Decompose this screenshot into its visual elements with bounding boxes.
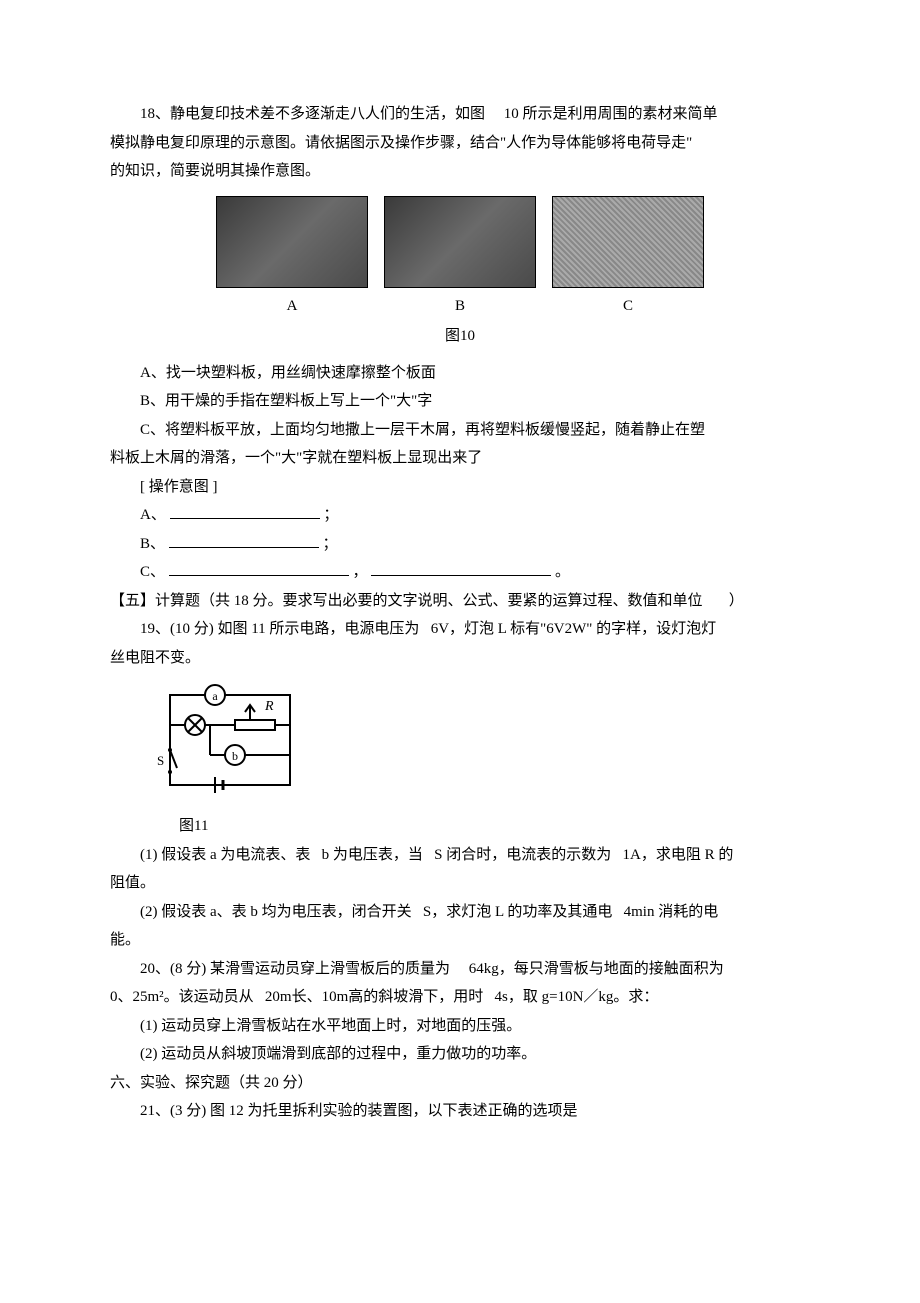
q18-image-c	[552, 196, 704, 288]
document-page: 18、静电复印技术差不多逐渐走八人们的生活，如图 10 所示是利用周围的素材来简…	[0, 0, 920, 1186]
q20-line2: 0、25m²。该运动员从 20m长、10m高的斜坡滑下，用时 4s，取 g=10…	[110, 983, 810, 1012]
q18-blank-b-line: B、 ；	[110, 530, 810, 559]
q19-sub2d: 能。	[110, 926, 810, 955]
q19-line2: 丝电阻不变。	[110, 644, 810, 673]
q18-line3: 的知识，简要说明其操作意图。	[110, 157, 810, 186]
svg-text:S: S	[157, 753, 164, 768]
section6-title: 六、实验、探究题（共 20 分）	[110, 1069, 810, 1098]
q19-line1a: 19、(10 分) 如图 11 所示电路，电源电压为	[140, 621, 419, 637]
q19-sub1d: 1A，求电阻 R 的	[623, 847, 734, 863]
q20-line2b: 20m长、10m高的斜坡滑下，用时	[265, 989, 483, 1005]
q18-blank-b	[169, 532, 319, 548]
q18-blank-c-label: C、	[140, 564, 165, 580]
q18-image-row: A B C	[110, 196, 810, 321]
q18-intro1: 18、静电复印技术差不多逐渐走八人们的生活，如图	[140, 106, 485, 122]
q20-line2a: 0、25m²。该运动员从	[110, 989, 254, 1005]
q18-blank-a-semi: ；	[323, 507, 338, 523]
q18-image-b-block: B	[384, 196, 536, 321]
q18-image-c-block: C	[552, 196, 704, 321]
q18-image-b-label: B	[455, 292, 465, 321]
q18-blank-b-semi: ；	[323, 536, 338, 552]
q18-blank-c2	[371, 560, 551, 576]
q18-step-a: A、找一块塑料板，用丝绸快速摩擦整个板面	[110, 359, 810, 388]
q18-blank-a	[170, 503, 320, 519]
q18-op-intent-title: [ 操作意图 ]	[110, 473, 810, 502]
q19-sub2a: (2) 假设表 a、表 b 均为电压表，闭合开关	[140, 904, 412, 920]
q18-image-c-label: C	[623, 292, 633, 321]
q19-sub1e: 阻值。	[110, 869, 810, 898]
q20-line1a: 20、(8 分) 某滑雪运动员穿上滑雪板后的质量为	[140, 961, 450, 977]
q18-step-c1: C、将塑料板平放，上面均匀地撒上一层干木屑，再将塑料板缓慢竖起，随着静止在塑	[110, 416, 810, 445]
q18-blank-c-line: C、 ， 。	[110, 558, 810, 587]
q19-sub1-line1: (1) 假设表 a 为电流表、表 b 为电压表，当 S 闭合时，电流表的示数为 …	[110, 841, 810, 870]
q19-sub2c: 4min 消耗的电	[624, 904, 719, 920]
q18-image-a	[216, 196, 368, 288]
q18-blank-c-period: 。	[555, 564, 570, 580]
q19-sub1c: S 闭合时，电流表的示数为	[434, 847, 611, 863]
q18-image-b	[384, 196, 536, 288]
section5-title-end: ）	[729, 593, 744, 609]
q19-sub2b: S，求灯泡 L 的功率及其通电	[423, 904, 612, 920]
q18-blank-c1	[169, 560, 349, 576]
q18-intro2: 10 所示是利用周围的素材来简单	[504, 106, 718, 122]
q20-sub2: (2) 运动员从斜坡顶端滑到底部的过程中，重力做功的功率。	[110, 1040, 810, 1069]
q18-intro-line1: 18、静电复印技术差不多逐渐走八人们的生活，如图 10 所示是利用周围的素材来简…	[110, 100, 810, 129]
q19-fig-caption: 图11	[155, 812, 810, 841]
q18-blank-a-label: A、	[140, 507, 166, 523]
q19-sub2-line1: (2) 假设表 a、表 b 均为电压表，闭合开关 S，求灯泡 L 的功率及其通电…	[110, 898, 810, 927]
q21-line: 21、(3 分) 图 12 为托里拆利实验的装置图，以下表述正确的选项是	[110, 1097, 810, 1126]
q19-line1: 19、(10 分) 如图 11 所示电路，电源电压为 6V，灯泡 L 标有"6V…	[110, 615, 810, 644]
q19-sub1b: b 为电压表，当	[322, 847, 423, 863]
q18-step-c2: 料板上木屑的滑落，一个"大"字就在塑料板上显现出来了	[110, 444, 810, 473]
q18-blank-b-label: B、	[140, 536, 165, 552]
q18-fig-caption: 图10	[110, 322, 810, 351]
q18-image-a-block: A	[216, 196, 368, 321]
q18-step-b: B、用干燥的手指在塑料板上写上一个"大"字	[110, 387, 810, 416]
svg-text:a: a	[212, 689, 218, 703]
q18-image-a-label: A	[287, 292, 298, 321]
q19-sub1a: (1) 假设表 a 为电流表、表	[140, 847, 310, 863]
svg-text:R: R	[264, 699, 274, 714]
q19-circuit-diagram: a R S b	[155, 680, 810, 810]
q20-sub1: (1) 运动员穿上滑雪板站在水平地面上时，对地面的压强。	[110, 1012, 810, 1041]
svg-text:b: b	[232, 749, 238, 763]
q19-line1b: 6V，灯泡 L 标有"6V2W" 的字样，设灯泡灯	[431, 621, 716, 637]
q20-line1b: 64kg，每只滑雪板与地面的接触面积为	[469, 961, 724, 977]
q20-line1: 20、(8 分) 某滑雪运动员穿上滑雪板后的质量为 64kg，每只滑雪板与地面的…	[110, 955, 810, 984]
q18-blank-a-line: A、 ；	[110, 501, 810, 530]
section5-title-line: 【五】计算题（共 18 分。要求写出必要的文字说明、公式、要紧的运算过程、数值和…	[110, 587, 810, 616]
q20-line2c: 4s，取 g=10N／kg。求：	[495, 989, 659, 1005]
q18-line2: 模拟静电复印原理的示意图。请依据图示及操作步骤，结合"人作为导体能够将电荷导走"	[110, 129, 810, 158]
section5-title: 【五】计算题（共 18 分。要求写出必要的文字说明、公式、要紧的运算过程、数值和…	[110, 593, 703, 609]
q18-blank-c-comma: ，	[353, 564, 368, 580]
